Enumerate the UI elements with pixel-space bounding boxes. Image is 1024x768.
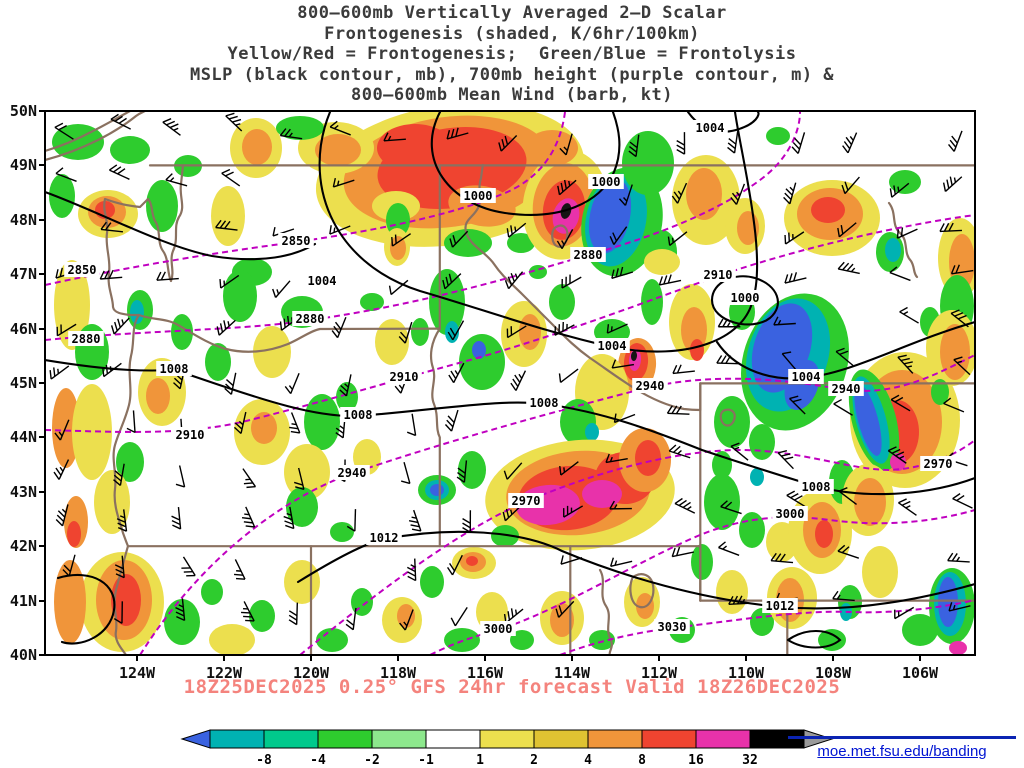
svg-text:3000: 3000 (484, 622, 513, 636)
svg-text:2970: 2970 (512, 494, 541, 508)
svg-text:2910: 2910 (704, 268, 733, 282)
svg-text:3030: 3030 (658, 620, 687, 634)
svg-text:2880: 2880 (296, 312, 325, 326)
svg-text:-4: -4 (310, 753, 326, 768)
svg-text:1012: 1012 (766, 599, 795, 613)
title-line-4: MSLP (black contour, mb), 700mb height (… (189, 64, 835, 85)
svg-text:2940: 2940 (832, 382, 861, 396)
svg-text:2850: 2850 (68, 263, 97, 277)
svg-text:118W: 118W (380, 664, 417, 682)
svg-text:1004: 1004 (308, 274, 337, 288)
svg-text:1012: 1012 (370, 531, 399, 545)
svg-text:43N: 43N (10, 483, 37, 501)
init-valid-caption: 18Z25DEC2025 0.25° GFS 24hr forecast Val… (183, 676, 841, 698)
y-axis: 50N 49N 48N 47N 46N 45N 44N 43N 42N 41N 40N (10, 102, 45, 664)
svg-text:1: 1 (476, 753, 484, 768)
title-line-2: Frontogenesis (shaded, K/6hr/100km) (324, 23, 700, 44)
svg-text:-1: -1 (418, 753, 434, 768)
svg-text:2910: 2910 (390, 370, 419, 384)
contour-labels: 2850 2850 2880 2880 2880 2910 2910 2910 2940 2940… (64, 120, 956, 636)
chart-title-block: 800–600mb Vertically Averaged 2–D Scalar… (0, 3, 1024, 106)
svg-text:49N: 49N (10, 156, 37, 174)
svg-text:2: 2 (530, 753, 538, 768)
svg-text:48N: 48N (10, 211, 37, 229)
svg-text:45N: 45N (10, 374, 37, 392)
svg-text:8: 8 (638, 753, 646, 768)
svg-text:2940: 2940 (636, 379, 665, 393)
svg-text:47N: 47N (10, 265, 37, 283)
svg-text:1004: 1004 (598, 339, 627, 353)
svg-text:122W: 122W (206, 664, 243, 682)
svg-text:-2: -2 (364, 753, 380, 768)
svg-text:110W: 110W (728, 664, 765, 682)
shading-layer (49, 111, 975, 655)
svg-text:32: 32 (742, 753, 758, 768)
x-axis: 124W 122W 120W 118W 116W 114W 112W 110W 108W 106W (119, 655, 939, 682)
svg-text:1008: 1008 (344, 408, 373, 422)
svg-text:106W: 106W (902, 664, 939, 682)
svg-text:46N: 46N (10, 320, 37, 338)
svg-text:-8: -8 (256, 753, 272, 768)
svg-text:4: 4 (584, 753, 592, 768)
svg-text:2850: 2850 (282, 234, 311, 248)
svg-text:1000: 1000 (731, 291, 760, 305)
svg-text:114W: 114W (554, 664, 591, 682)
state-borders (45, 111, 975, 655)
svg-text:50N: 50N (10, 102, 37, 120)
svg-text:41N: 41N (10, 592, 37, 610)
svg-text:42N: 42N (10, 537, 37, 555)
svg-text:2880: 2880 (574, 248, 603, 262)
svg-text:3000: 3000 (776, 507, 805, 521)
svg-text:1004: 1004 (792, 370, 821, 384)
svg-text:108W: 108W (815, 664, 852, 682)
svg-text:44N: 44N (10, 428, 37, 446)
svg-text:112W: 112W (641, 664, 678, 682)
svg-text:2970: 2970 (924, 457, 953, 471)
svg-text:1000: 1000 (464, 189, 493, 203)
svg-text:40N: 40N (10, 646, 37, 664)
svg-text:124W: 124W (119, 664, 156, 682)
svg-text:16: 16 (688, 753, 704, 768)
svg-text:1000: 1000 (592, 175, 621, 189)
svg-text:1008: 1008 (160, 362, 189, 376)
svg-text:120W: 120W (293, 664, 330, 682)
svg-text:2880: 2880 (72, 332, 101, 346)
colorbar: -8 -4 -2 -1 1 2 4 8 16 32 (180, 729, 834, 768)
svg-text:116W: 116W (467, 664, 504, 682)
svg-text:1004: 1004 (696, 121, 725, 135)
title-line-5: 800–600mb Mean Wind (barb, kt) (350, 85, 674, 105)
title-line-3: Yellow/Red = Frontogenesis; Green/Blue =… (227, 44, 797, 64)
banding-site-link[interactable]: moe.met.fsu.edu/banding (817, 743, 987, 760)
svg-text:2910: 2910 (176, 428, 205, 442)
wind-barb-layer (49, 112, 974, 631)
title-line-1: 800–600mb Vertically Averaged 2–D Scalar (297, 3, 727, 23)
svg-text:2940: 2940 (338, 466, 367, 480)
svg-text:1008: 1008 (802, 480, 831, 494)
svg-text:1008: 1008 (530, 396, 559, 410)
link-divider (788, 736, 1016, 739)
